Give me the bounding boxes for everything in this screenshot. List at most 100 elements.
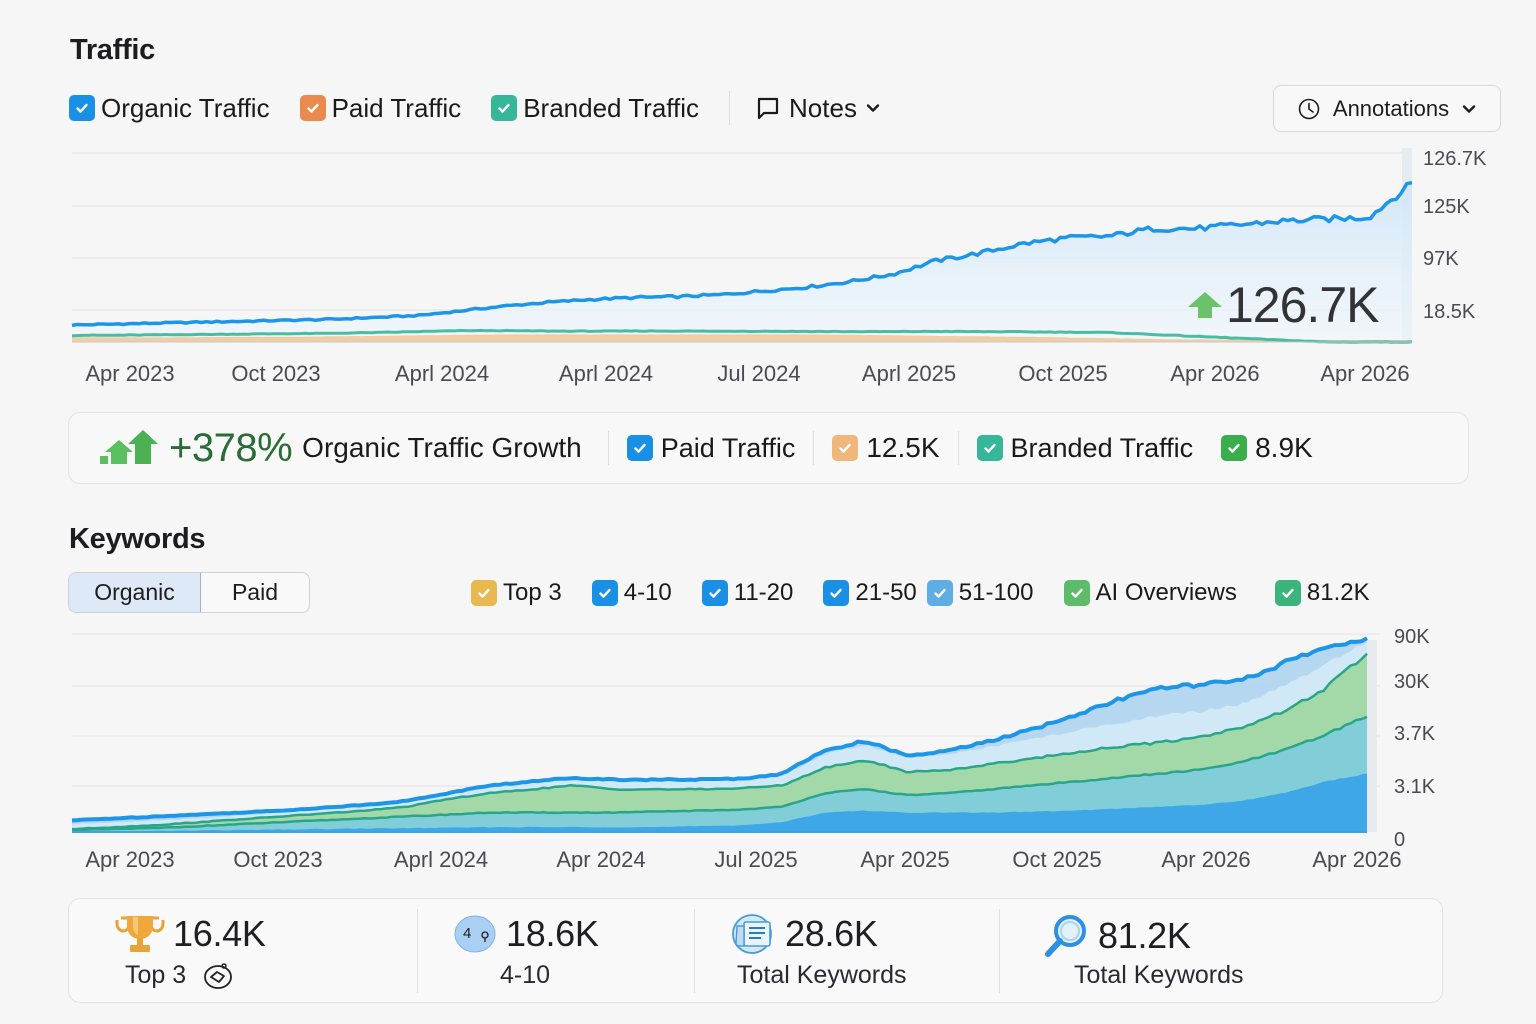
organic-traffic-line [71, 180, 1413, 328]
growth-percentage: +378% [169, 425, 293, 470]
legend-keywords-item[interactable]: 81.2K [1274, 579, 1370, 607]
x-tick-label: Apr 2024 [556, 847, 645, 872]
checkbox-checked-icon[interactable] [976, 435, 1003, 461]
51-100-line [71, 636, 1368, 823]
4-10-area [72, 716, 1367, 832]
checkbox-checked-icon[interactable] [299, 95, 326, 121]
checkbox-checked-icon[interactable] [69, 95, 95, 121]
legend-keywords-item[interactable]: 51-100 [926, 579, 1034, 607]
trophy-icon [115, 916, 165, 952]
keywords-legend: Top 3 4-10 11-20 21-50 51-100 AI Overviews 81.… [471, 577, 1400, 609]
summary-branded-value: 8.9K [1221, 432, 1313, 464]
annotations-label: Annotations [1332, 95, 1450, 121]
legend-label: 81.2K [1306, 579, 1370, 606]
x-tick-label: Aprl 2025 [862, 361, 956, 386]
x-tick-label: Apr 2026 [1320, 361, 1409, 386]
checkbox-checked-icon[interactable] [1221, 435, 1248, 461]
axis-band [1367, 640, 1377, 832]
checkbox-checked-icon[interactable] [701, 580, 728, 606]
legend-keywords-item[interactable]: Top 3 [471, 579, 562, 607]
traffic-section-title: Traffic [70, 34, 155, 66]
4-10-line [71, 715, 1368, 832]
checkbox-checked-icon[interactable] [471, 580, 497, 606]
x-tick-label: Apr 2023 [85, 847, 174, 872]
checkbox-checked-icon[interactable] [1274, 580, 1301, 606]
legend-keywords-item[interactable]: 21-50 [823, 579, 917, 607]
x-tick-label: Apr 2023 [85, 361, 174, 386]
legend-paid-traffic[interactable]: Paid Traffic [299, 93, 461, 124]
keywords-type-toggle: Organic Paid [68, 572, 310, 613]
x-tick-label: Oct 2023 [233, 847, 322, 872]
checkbox-checked-icon[interactable] [823, 580, 850, 606]
tab-paid[interactable]: Paid [231, 579, 279, 605]
legend-label: Top 3 [503, 579, 562, 606]
legend-label: 4-10 [623, 579, 672, 606]
tag-badge-icon [204, 962, 233, 989]
speech-bubble-icon [757, 97, 779, 120]
x-tick-label: Aprl 2024 [394, 847, 488, 872]
x-tick-label: Jul 2024 [717, 361, 800, 386]
growth-label: Organic Traffic Growth [302, 432, 582, 463]
growth-summary: +378% Organic Traffic Growth [99, 426, 582, 471]
legend-keywords-item[interactable]: 11-20 [701, 579, 793, 607]
checkbox-checked-icon[interactable] [626, 435, 653, 461]
legend-keywords-item[interactable]: AI Overviews [1063, 579, 1237, 607]
chevron-down-icon [866, 104, 880, 112]
summary-divider [957, 431, 959, 465]
stat-value: 16.4K [173, 913, 266, 954]
checkbox-checked-icon[interactable] [1063, 580, 1090, 606]
stats-divider [694, 909, 695, 993]
top3-area [72, 773, 1367, 833]
growth-arrows-icon [100, 430, 158, 464]
y-tick-label: 30K [1394, 671, 1430, 693]
keywords-chart: 90K 30K 3.7K 3.1K 0 Apr 2023 Oct 2023 Aprl 2024… [71, 626, 1436, 872]
x-tick-label: Oct 2025 [1012, 847, 1101, 872]
traffic-legend: Organic Traffic Paid Traffic Branded Tra… [69, 90, 881, 126]
legend-keywords-item[interactable]: 4-10 [591, 579, 672, 607]
summary-branded-label: Branded Traffic [1010, 432, 1194, 463]
tab-organic[interactable]: Organic [69, 573, 201, 612]
branded-traffic-value: 8.9K [1255, 432, 1313, 463]
x-tick-label: Apr 2026 [1161, 847, 1250, 872]
traffic-chart: 126.7K 125K 97K 18.5K Apr 2023 Oct 2023 Aprl 2… [71, 148, 1487, 386]
stats-divider [417, 909, 418, 993]
stat-value: 28.6K [785, 913, 878, 954]
organic-traffic-area [72, 182, 1412, 342]
y-tick-label: 3.7K [1394, 723, 1436, 745]
stat-label: Total Keywords [737, 961, 907, 989]
y-tick-label: 3.1K [1394, 776, 1436, 798]
legend-branded-traffic[interactable]: Branded Traffic [491, 93, 699, 124]
x-tick-label: Aprl 2024 [395, 361, 489, 386]
checkbox-checked-icon[interactable] [926, 580, 953, 606]
checkbox-checked-icon[interactable] [832, 435, 859, 461]
magnifier-icon [1045, 915, 1086, 957]
legend-organic-traffic[interactable]: Organic Traffic [69, 93, 270, 124]
paid-traffic-area [72, 334, 1412, 342]
summary-paid-value: 12.5K [832, 432, 940, 464]
y-tick-label: 0 [1394, 829, 1405, 851]
current-value-annotation: 126.7K [1188, 277, 1380, 333]
badge-number: 4 [463, 925, 471, 942]
summary-divider [813, 431, 815, 465]
legend-divider [729, 91, 731, 125]
annotations-dropdown[interactable]: Annotations [1273, 85, 1501, 132]
up-arrow-icon [1188, 292, 1222, 318]
checkbox-checked-icon[interactable] [591, 580, 618, 606]
checkbox-checked-icon[interactable] [491, 95, 518, 121]
legend-label: 51-100 [958, 579, 1034, 606]
x-tick-label: Apr 2026 [1170, 361, 1259, 386]
notes-dropdown[interactable]: Notes [755, 93, 881, 124]
chevron-down-icon [1462, 104, 1476, 113]
legend-label: AI Overviews [1095, 579, 1237, 606]
x-tick-label: Oct 2025 [1018, 361, 1107, 386]
notes-label: Notes [789, 92, 857, 123]
summary-branded-traffic[interactable]: Branded Traffic [976, 432, 1194, 464]
current-value-label: 126.7K [1226, 277, 1379, 333]
x-tick-label: Apr 2026 [1312, 847, 1401, 872]
stat-label: 4-10 [500, 961, 551, 989]
document-list-icon [732, 914, 772, 954]
legend-label: 21-50 [855, 579, 917, 606]
clock-icon [1298, 98, 1320, 119]
summary-paid-traffic[interactable]: Paid Traffic [626, 433, 795, 464]
keyword-stats-bar: 16.4K Top 3 4 18.6K 4-10 28.6K [68, 898, 1443, 1003]
